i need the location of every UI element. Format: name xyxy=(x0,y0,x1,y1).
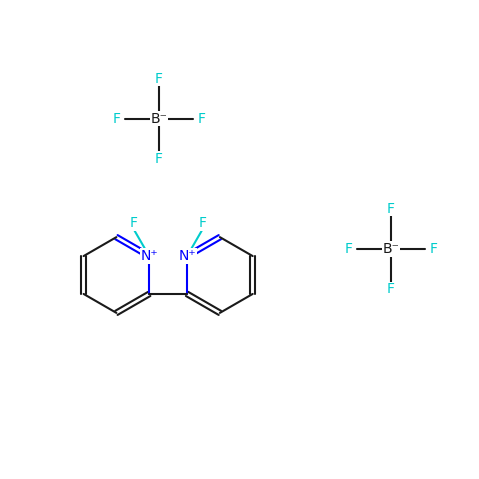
Text: F: F xyxy=(155,152,163,166)
Text: N⁺: N⁺ xyxy=(140,249,158,263)
Text: F: F xyxy=(197,112,205,126)
Text: F: F xyxy=(387,202,395,216)
Text: F: F xyxy=(155,71,163,86)
Text: N⁺: N⁺ xyxy=(178,249,196,263)
Text: B⁻: B⁻ xyxy=(383,242,399,256)
Text: F: F xyxy=(198,217,206,230)
Text: F: F xyxy=(429,242,437,256)
Text: F: F xyxy=(345,242,353,256)
Text: B⁻: B⁻ xyxy=(150,112,168,126)
Text: F: F xyxy=(113,112,121,126)
Text: F: F xyxy=(130,217,138,230)
Text: F: F xyxy=(387,282,395,296)
